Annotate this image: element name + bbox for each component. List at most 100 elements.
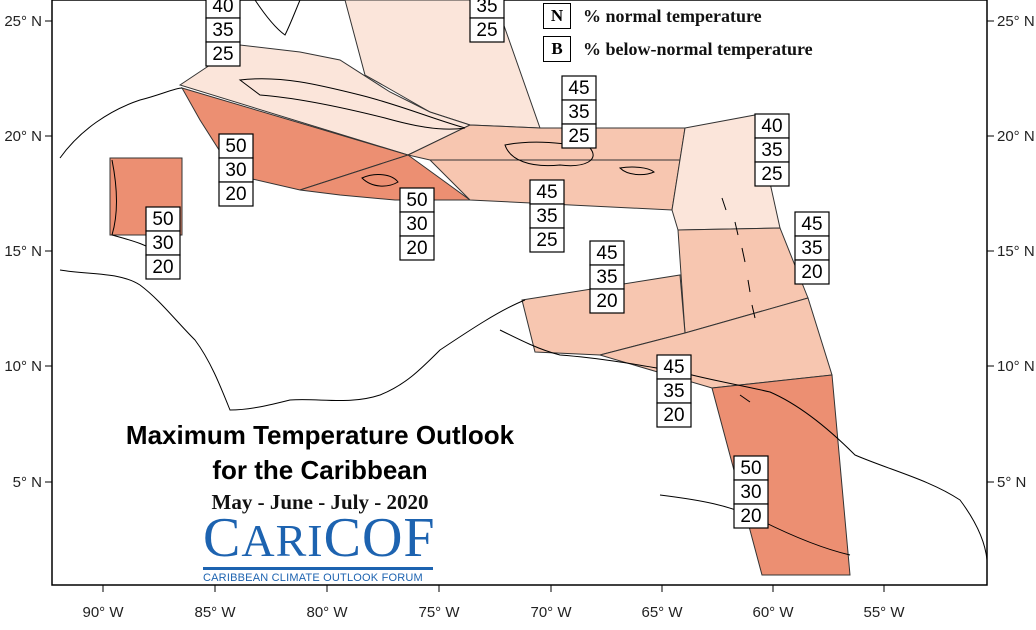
prob-value: 35: [801, 238, 822, 259]
coast-central-america: [59, 269, 526, 411]
prob-value: 20: [152, 257, 173, 278]
prob-value: 20: [225, 184, 246, 205]
coast-cuba: [238, 78, 466, 130]
lon-tick-label: 75° W: [418, 604, 460, 621]
prob-value: 20: [663, 405, 684, 426]
prob-cell: [145, 254, 181, 280]
legend-normal: N % normal temperature: [543, 3, 762, 29]
prob-cell: [399, 235, 435, 261]
prob-value: 45: [536, 182, 557, 203]
prob-value: 50: [225, 136, 246, 157]
prob-cell: [656, 354, 692, 380]
prob-value: 50: [152, 209, 173, 230]
caricof-logo-rule: [203, 567, 433, 570]
coast-lesser-antilles: [721, 197, 756, 403]
lat-tick-label-left: 5° N: [13, 474, 42, 491]
prob-box: 45 35 20: [794, 211, 830, 285]
prob-value: 35: [761, 140, 782, 161]
prob-cell: [794, 235, 830, 261]
prob-cell: [733, 479, 769, 505]
probability-boxes: 4035253525453525503020503020503020453525…: [145, 0, 830, 529]
legend-below: B % below-normal temperature: [543, 36, 813, 62]
coast-florida: [254, 0, 301, 36]
lat-tick-label-left: 20° N: [4, 128, 42, 145]
map-title-line-1: Maximum Temperature Outlook: [125, 420, 515, 450]
prob-cell: [218, 181, 254, 207]
forecast-period: May - June - July - 2020: [211, 490, 429, 514]
prob-cell: [218, 157, 254, 183]
prob-box: 45 35 25: [561, 75, 597, 149]
coast-south-america: [499, 329, 988, 561]
prob-cell: [589, 288, 625, 314]
prob-box: 45 35 25: [529, 179, 565, 253]
prob-value: 25: [536, 230, 557, 251]
coast-hispaniola: [504, 141, 594, 167]
prob-cell: [733, 455, 769, 481]
prob-cell: [205, 41, 241, 67]
map-axes: 90° W 85° W 80° W 75° W 70° W 65° W 60° W 55° W…: [4, 13, 1034, 621]
prob-value: 45: [663, 357, 684, 378]
map-title-line-2: for the Caribbean: [212, 455, 428, 485]
lon-tick-label: 65° W: [641, 604, 683, 621]
prob-box: 40 35 25: [754, 113, 790, 187]
prob-value: 30: [225, 160, 246, 181]
caricof-logo-tagline: CARIBBEAN CLIMATE OUTLOOK FORUM: [203, 572, 423, 584]
lat-tick-label-right: 20° N: [997, 128, 1035, 145]
prob-value: 35: [596, 267, 617, 288]
prob-cell: [561, 75, 597, 101]
prob-value: 20: [596, 291, 617, 312]
prob-value: 30: [152, 233, 173, 254]
prob-cell: [754, 161, 790, 187]
prob-value: 25: [761, 164, 782, 185]
prob-cell: [589, 240, 625, 266]
prob-value: 45: [801, 214, 822, 235]
prob-value: 45: [596, 243, 617, 264]
prob-value: 50: [740, 458, 761, 479]
prob-value: 20: [740, 506, 761, 527]
prob-cell: [399, 187, 435, 213]
prob-cell: [205, 17, 241, 43]
prob-box: 50 30 20: [399, 187, 435, 261]
lon-tick-label: 80° W: [306, 604, 348, 621]
lat-tick-label-right: 10° N: [997, 358, 1035, 375]
lat-tick-label-left: 25° N: [4, 13, 42, 30]
legend-key-below: B: [543, 36, 571, 62]
prob-cell: [733, 503, 769, 529]
prob-value: 20: [406, 238, 427, 259]
prob-value: 30: [406, 214, 427, 235]
prob-box: 50 30 20: [218, 133, 254, 207]
prob-box: 50 30 20: [733, 455, 769, 529]
coast-gulf-mexico: [59, 87, 183, 159]
prob-cell: [529, 227, 565, 253]
prob-value: 25: [568, 126, 589, 147]
prob-value: 35: [212, 20, 233, 41]
lon-tick-label: 60° W: [752, 604, 794, 621]
lon-tick-label: 85° W: [194, 604, 236, 621]
prob-value: 35: [476, 0, 497, 17]
caricof-logo-wordmark: CARICOF: [203, 507, 436, 569]
prob-value: 25: [476, 20, 497, 41]
prob-box: 45 35 20: [589, 240, 625, 314]
prob-value: 50: [406, 190, 427, 211]
prob-box: 40 35 25: [205, 0, 241, 67]
caricof-logo: CARICOF CARIBBEAN CLIMATE OUTLOOK FORUM: [203, 507, 436, 584]
prob-value: 20: [801, 262, 822, 283]
region-guianas: [711, 374, 851, 576]
prob-value: 35: [568, 102, 589, 123]
prob-cell: [399, 211, 435, 237]
prob-cell: [656, 402, 692, 428]
lat-tick-label-right: 15° N: [997, 243, 1035, 260]
lon-tick-label: 90° W: [82, 604, 124, 621]
prob-cell: [794, 211, 830, 237]
legend-key-normal: N: [543, 3, 571, 29]
prob-value: 45: [568, 78, 589, 99]
legend-text-below: % below-normal temperature: [583, 38, 813, 59]
lat-tick-label-right: 5° N: [997, 474, 1026, 491]
prob-cell: [469, 17, 505, 43]
lat-tick-label-left: 15° N: [4, 243, 42, 260]
prob-cell: [218, 133, 254, 159]
prob-value: 35: [536, 206, 557, 227]
prob-box: 50 30 20: [145, 206, 181, 280]
